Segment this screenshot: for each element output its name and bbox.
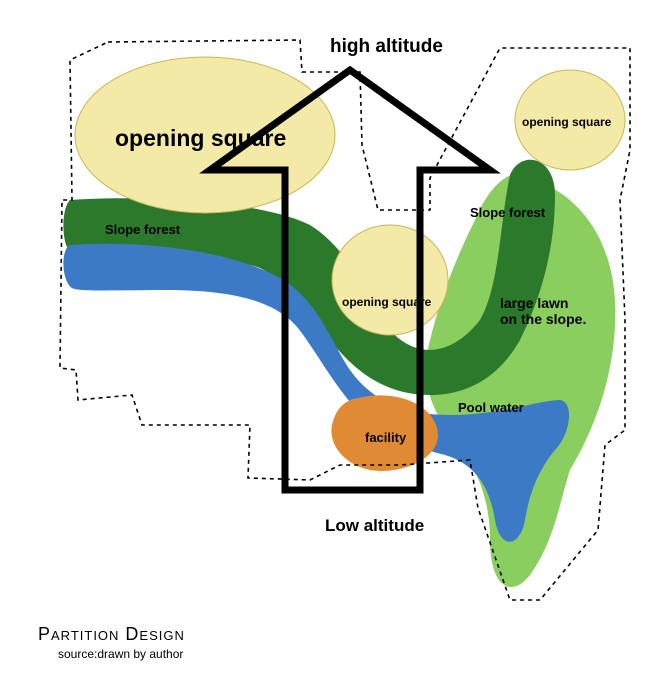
label: high altitude — [330, 36, 443, 58]
opening-square-center — [332, 225, 448, 335]
diagram-title: Partition Design — [38, 624, 185, 645]
label: Pool water — [458, 400, 524, 415]
diagram-svg — [0, 0, 651, 677]
label: opening square — [115, 125, 286, 152]
label: Slope forest — [470, 205, 545, 220]
label: facility — [365, 430, 406, 445]
diagram-source: source:drawn by author — [58, 647, 183, 661]
label: Slope forest — [105, 222, 180, 237]
label: large lawn on the slope. — [500, 295, 586, 327]
label: opening square — [522, 115, 611, 129]
label: opening square — [342, 295, 431, 309]
diagram-canvas — [0, 0, 651, 677]
label: Low altitude — [325, 516, 424, 536]
